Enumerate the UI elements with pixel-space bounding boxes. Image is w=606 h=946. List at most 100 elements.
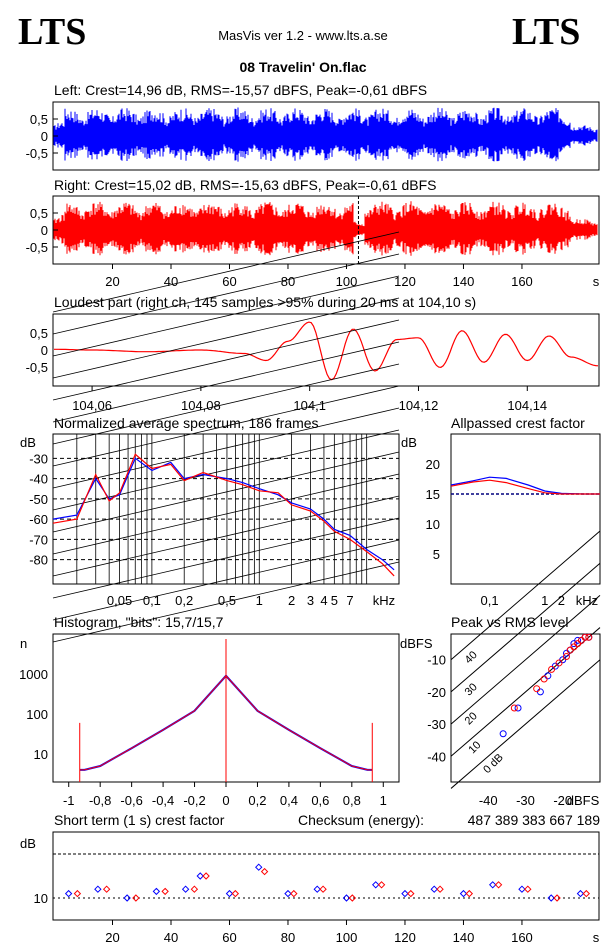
loudest-x-tick: 104,1 [293, 398, 326, 413]
spectrum-slope-line [52, 385, 400, 467]
crest-x-tick: 20 [105, 930, 119, 945]
crest-x-tick: 160 [511, 930, 533, 945]
peak-rms-point-right [577, 636, 585, 644]
checksum-label: Checksum (energy): [298, 812, 424, 828]
peak-rms-title: Peak vs RMS level [451, 614, 568, 630]
right_waveform-y-tick: 0,5 [30, 206, 48, 221]
file-name-title: 08 Travelin' On.flac [239, 59, 366, 75]
spectrum-x-tick: 2 [288, 593, 295, 608]
peak-rms-y-tick: -40 [427, 749, 446, 764]
allpass-x-tick: 2 [558, 593, 565, 608]
histogram-y-tick: 1000 [19, 667, 48, 682]
crest-point-left [255, 863, 263, 871]
time-tick-label: 80 [281, 274, 295, 289]
spectrum-y-tick: -80 [29, 553, 48, 568]
crest-point-left [94, 885, 102, 893]
peak-rms-y-tick: -30 [427, 717, 446, 732]
spectrum-slope-line [52, 473, 400, 555]
crest-point-left [401, 889, 409, 898]
spectrum-slope-line [52, 341, 400, 423]
spectrum-y-tick: -40 [29, 472, 48, 487]
spectrum-slope-line [52, 231, 400, 313]
spectrum-y-tick: -50 [29, 492, 48, 507]
histogram-x-tick: 0,4 [280, 793, 298, 808]
lts-logo-right: LTS [512, 11, 580, 53]
peak-rms-diagonal-label: 0 dB [481, 752, 505, 776]
spectrum-slope-line [52, 495, 400, 577]
peak-rms-diagonal [450, 530, 601, 661]
chart-marks: 0,50-0,50,50-0,520 40 60 80 100 120 140 160 s0,5… [19, 107, 601, 945]
right_waveform-y-tick: -0,5 [26, 240, 48, 255]
crest-point-left [181, 885, 190, 893]
loudest-frame [52, 313, 600, 387]
crest-point-left [518, 885, 526, 893]
spectrum-slope-line [52, 319, 400, 401]
left_waveform-signal [53, 107, 598, 162]
peak-rms-point-right [555, 659, 563, 667]
crest-point-right [290, 889, 298, 898]
allpass-y-tick: 15 [426, 487, 440, 502]
right-channel-title: Right: Crest=15,02 dB, RMS=-15,63 dBFS, … [54, 177, 436, 193]
allpass-y-tick: 10 [426, 517, 440, 532]
peak-rms-diagonal-label: 30 [463, 681, 480, 698]
crest-point-left [313, 885, 321, 893]
right_waveform-y-tick: 0 [41, 223, 48, 238]
crest-x-tick: 120 [394, 930, 416, 945]
spectrum-x-tick: 5 [331, 593, 338, 608]
crest-frame [52, 831, 600, 921]
crest-point-right [494, 881, 503, 889]
histogram-y-label: n [20, 636, 27, 651]
peak-rms-x-tick: -20 [553, 793, 572, 808]
time-tick-label: 160 [511, 274, 533, 289]
spectrum-x-tick: 0,05 [107, 593, 132, 608]
spectrum-x-unit: kHz [373, 593, 395, 608]
spectrum-y-label: dB [20, 435, 36, 450]
crest-point-right [202, 872, 210, 880]
crest-point-right [348, 894, 357, 902]
app-version-title: MasVis ver 1.2 - www.lts.a.se [218, 28, 388, 43]
spectrum-x-tick: 0,2 [175, 593, 193, 608]
time-tick-label: 40 [164, 274, 178, 289]
crest-point-right [319, 885, 327, 893]
allpass-series-right [450, 479, 600, 495]
crest-point-right [231, 889, 240, 898]
histogram-x-tick: -0,8 [89, 793, 111, 808]
crest-point-right [377, 881, 386, 889]
peak-rms-point-right [533, 685, 541, 693]
loudest-x-tick: 104,06 [72, 398, 112, 413]
allpass-x-tick: 0,1 [481, 593, 499, 608]
spectrum-y-tick: -60 [29, 512, 48, 527]
crest-x-tick: 40 [164, 930, 178, 945]
histogram-x-tick: -1 [63, 793, 75, 808]
loudest-x-tick: 104,08 [181, 398, 221, 413]
crest-point-right [73, 889, 82, 898]
peak-rms-y-label: dBFS [400, 636, 433, 651]
peak-rms-point-right [562, 653, 570, 661]
peak-rms-y-tick: -20 [427, 685, 446, 700]
crest-point-left [372, 881, 380, 889]
crest-point-left [284, 889, 292, 898]
time-unit-label: s [593, 274, 600, 289]
spectrum-slope-line [52, 253, 400, 335]
crest-point-left [152, 887, 161, 896]
spectrum-x-tick: 0,1 [143, 593, 161, 608]
spectrum-x-tick: 1 [256, 593, 263, 608]
spectrum-title: Normalized average spectrum, 186 frames [54, 415, 319, 431]
spectrum-slope-line [52, 451, 400, 533]
allpass-x-tick: 1 [541, 593, 548, 608]
loudest-y-tick: 0 [41, 343, 48, 358]
time-tick-label: 100 [336, 274, 358, 289]
allpass-y-tick: 5 [433, 547, 440, 562]
time-tick-label: 140 [453, 274, 475, 289]
spectrum-slope-line [52, 561, 400, 643]
left_waveform-y-tick: 0,5 [30, 112, 48, 127]
checksum-value: 487 389 383 667 189 [468, 812, 601, 828]
left-channel-title: Left: Crest=14,96 dB, RMS=-15,57 dBFS, P… [54, 82, 427, 98]
crest-point-right [161, 887, 169, 896]
peak-rms-x-tick: -40 [479, 793, 498, 808]
right_waveform-signal [53, 201, 598, 256]
peak-rms-point-right [510, 704, 518, 712]
allpass-series-left [450, 476, 600, 495]
peak-rms-diagonal [450, 659, 601, 789]
